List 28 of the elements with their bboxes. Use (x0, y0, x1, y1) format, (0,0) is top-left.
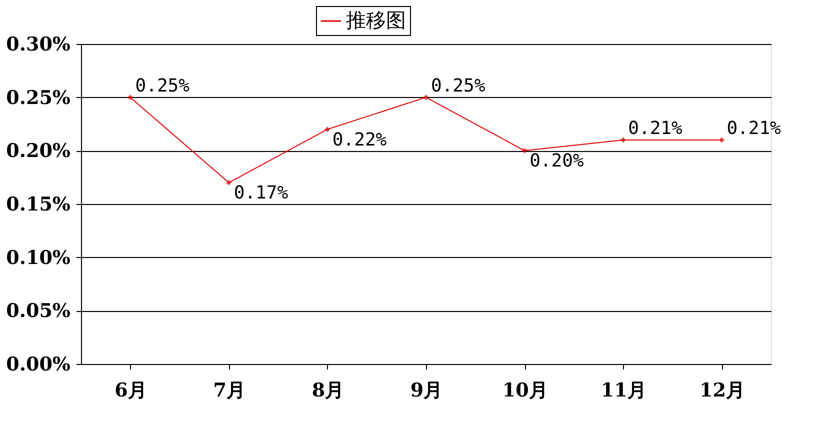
y-tick-label: 0.05% (6, 300, 70, 322)
data-label: 0.22% (332, 129, 387, 150)
data-label: 0.21% (628, 118, 682, 139)
point (128, 94, 134, 100)
point (226, 180, 232, 186)
data-label: 0.25% (135, 75, 190, 96)
x-tick-label: 10月 (502, 380, 548, 402)
x-tick-label: 6月 (114, 380, 147, 402)
y-tick-label: 0.00% (6, 354, 70, 376)
point (324, 126, 330, 132)
x-tick-label: 8月 (312, 380, 344, 402)
y-tick-label: 0.25% (6, 86, 70, 109)
point (423, 94, 429, 100)
data-label: 0.21% (726, 118, 782, 139)
y-tick-label: 0.30% (6, 34, 70, 56)
point (522, 148, 528, 154)
y-tick-label: 0.10% (6, 246, 70, 269)
x-tick-label: 7月 (213, 380, 246, 402)
legend-label: 推移图 (346, 8, 406, 32)
y-tick-label: 0.20% (6, 140, 70, 162)
data-label: 0.25% (431, 75, 486, 96)
x-tick-label: 11月 (600, 380, 646, 402)
x-tick-label: 9月 (410, 380, 443, 402)
y-tick-label: 0.15% (6, 194, 70, 216)
data-label: 0.20% (530, 150, 584, 172)
x-tick-label: 12月 (699, 380, 745, 402)
data-label: 0.17% (234, 182, 288, 204)
point (620, 137, 626, 143)
